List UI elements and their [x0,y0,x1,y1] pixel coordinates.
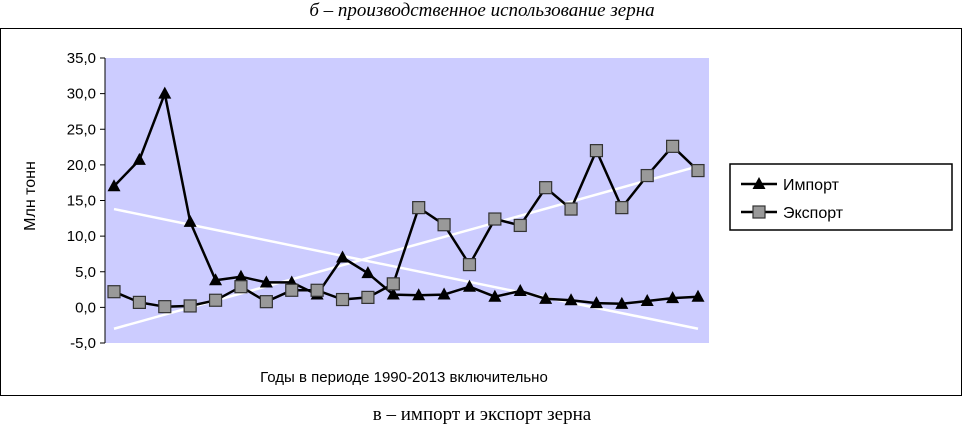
legend-label: Экспорт [783,205,844,222]
export-point [640,168,654,183]
y-tick-label: 35,0 [67,50,96,67]
legend-label: Импорт [783,177,840,194]
export-point [462,258,477,272]
import-point [615,296,629,309]
import-point [462,279,476,292]
export-point [285,283,299,297]
import-point [539,291,553,304]
series-line-1 [113,92,699,306]
y-tick-label: 25,0 [67,121,96,138]
import-point [183,214,197,227]
import-point [513,283,527,296]
export-point [539,181,553,195]
import-point [158,86,172,99]
import-point [437,287,451,300]
export-point [691,163,705,178]
export-point [132,295,146,309]
figure-caption-top: б – производственное использование зерна [309,0,655,21]
import-point [132,152,146,165]
y-tick-label: -5,0 [70,335,96,352]
export-point [615,201,629,215]
export-point [107,285,121,299]
export-point [412,201,426,215]
import-point [336,250,350,263]
import-point [666,291,680,304]
y-axis-label: Млн тонн [22,161,39,231]
y-tick-label: 20,0 [67,157,96,174]
figure-caption-bottom: в – импорт и экспорт зерна [372,404,592,425]
import-point [361,266,375,279]
import-point [589,296,603,309]
trendline-Импорт [113,207,699,330]
chart-frame: 35,0 30,0 25,0 20,0 15,0 10,0 5,0 0,0 -5,0 Млн т… [0,28,962,396]
export-point [310,283,324,297]
import-point [107,179,121,192]
line-chart: 35,0 30,0 25,0 20,0 15,0 10,0 5,0 0,0 -5,0 Млн т… [22,50,953,386]
import-point [564,293,578,306]
import-point [209,273,223,286]
legend-square-marker [752,205,766,219]
y-tick-label: 15,0 [67,193,96,210]
legend-box [729,163,953,231]
y-tick-label: 5,0 [75,264,96,281]
legend-triangle-marker [752,177,766,189]
legend: Импорт Экспорт [729,163,953,231]
import-point [386,287,400,300]
import-point [640,293,654,306]
y-tick-label: 0,0 [75,299,96,316]
export-point [208,293,223,307]
y-tick-label: 30,0 [67,86,96,103]
export-point [259,295,273,309]
export-point [386,277,400,291]
export-point [335,292,350,307]
import-point [259,275,273,288]
export-point [564,202,578,216]
export-point [666,139,680,153]
export-point [183,299,197,313]
export-point [589,144,604,158]
export-point [488,212,502,226]
y-tick-label: 10,0 [67,228,96,245]
import-point [234,269,248,282]
export-point [234,280,248,294]
x-axis-label: Годы в периоде 1990-2013 включительно [260,369,548,386]
import-point [488,289,502,302]
export-point [437,218,451,232]
import-point [691,289,705,302]
export-point [361,290,375,304]
export-point [158,300,172,314]
export-point [513,218,527,233]
import-point [412,288,426,301]
